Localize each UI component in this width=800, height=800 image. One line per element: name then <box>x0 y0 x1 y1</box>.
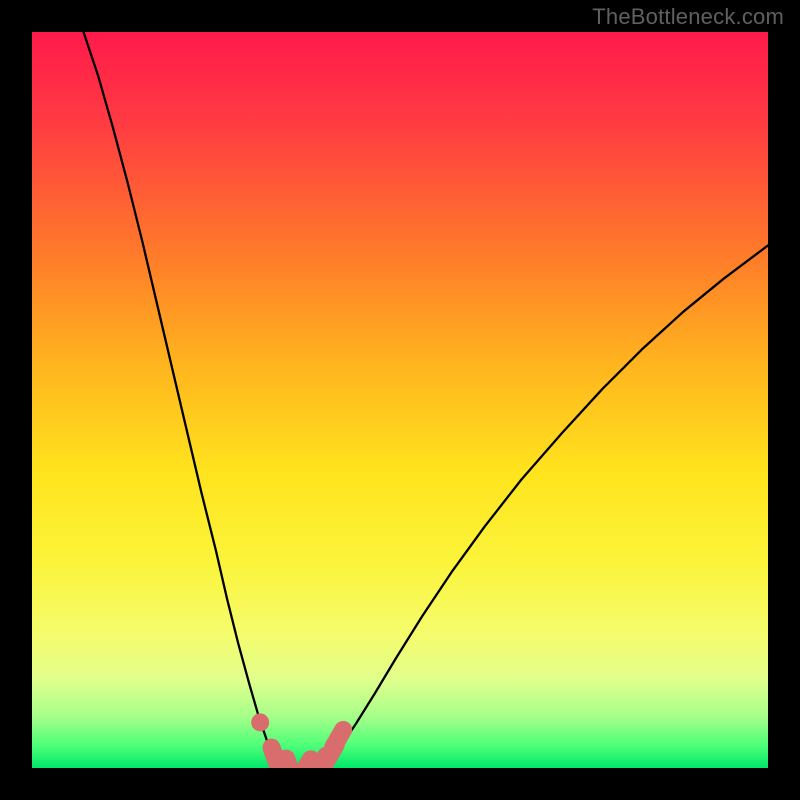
watermark-text: TheBottleneck.com <box>592 4 784 30</box>
plot-area <box>32 32 768 768</box>
marker-layer <box>32 32 768 768</box>
